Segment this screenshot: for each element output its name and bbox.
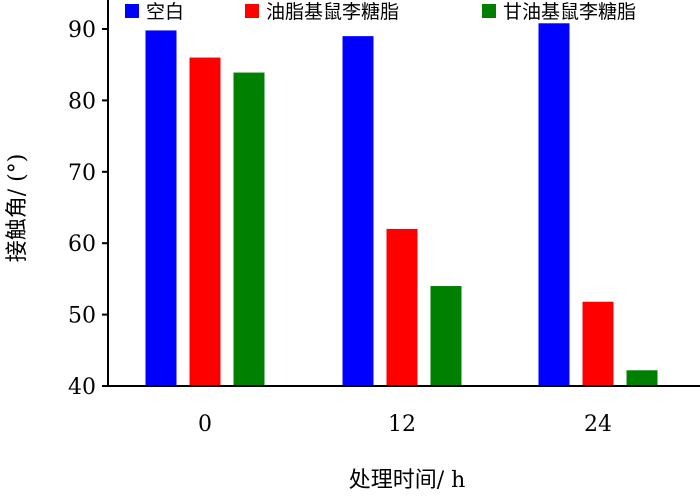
bar-3-0: [233, 72, 265, 386]
y-tick-label-90: 90: [68, 18, 96, 43]
y-tick-label-70: 70: [68, 161, 96, 186]
y-tick-label-40: 40: [68, 375, 96, 400]
x-tick-label-24: 24: [584, 412, 612, 437]
y-tick-label-80: 80: [68, 89, 96, 114]
bar-2-12: [386, 228, 418, 386]
bar-1-0: [145, 30, 177, 386]
bar-3-24: [626, 370, 658, 386]
legend: 空白 油脂基鼠李糖脂 甘油基鼠李糖脂: [125, 1, 636, 23]
legend-label-1: 空白: [146, 1, 184, 23]
axes-layer: [107, 0, 700, 387]
x-axis-label: 处理时间/ h: [349, 468, 466, 493]
bar-3-12: [430, 286, 462, 386]
legend-swatch-3: [482, 4, 496, 18]
bar-1-24: [538, 23, 570, 387]
y-tick-label-60: 60: [68, 232, 96, 257]
bar-2-24: [582, 301, 614, 386]
tick-labels-layer: 40 50 60 70 80 90 0 12 24: [68, 18, 612, 437]
legend-swatch-2: [245, 4, 259, 18]
y-tick-label-50: 50: [68, 304, 96, 329]
bar-2-0: [189, 57, 221, 387]
x-tick-label-12: 12: [388, 412, 416, 437]
legend-swatch-1: [125, 4, 139, 18]
legend-label-2: 油脂基鼠李糖脂: [266, 1, 399, 23]
x-tick-label-0: 0: [198, 412, 212, 437]
bar-1-12: [342, 36, 374, 386]
bars-layer: [145, 23, 658, 387]
y-axis-label: 接触角/ (°): [5, 154, 30, 263]
legend-label-3: 甘油基鼠李糖脂: [503, 1, 636, 23]
